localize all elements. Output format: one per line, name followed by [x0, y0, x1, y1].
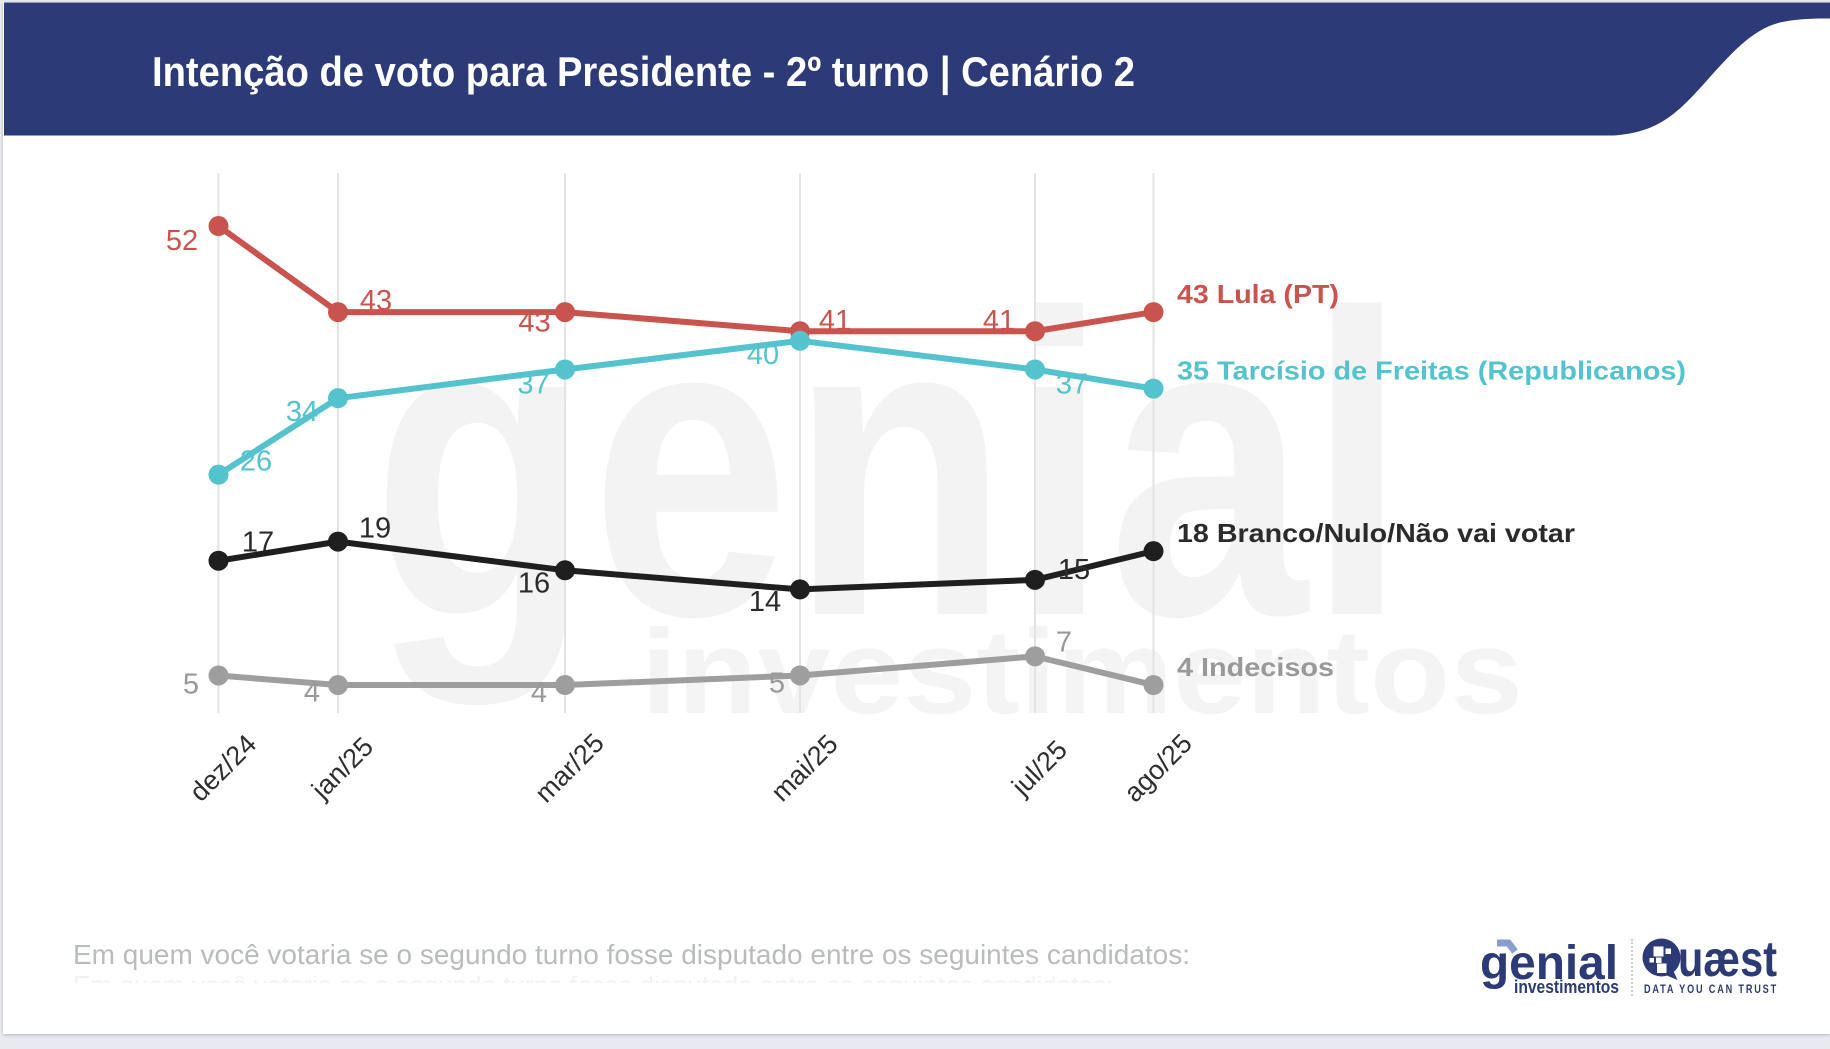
series-point-1-jan/25: [328, 388, 348, 409]
logo-divider: [1631, 939, 1633, 996]
series-point-2-ago/25: [1143, 541, 1164, 562]
value-label-0-mai/25: 41: [819, 305, 851, 337]
series-point-3-jan/25: [328, 675, 348, 696]
survey-question-clipped-text: Em quem você votaria se o segundo turno …: [73, 976, 1190, 983]
series-point-0-ago/25: [1143, 302, 1164, 323]
series-point-1-ago/25: [1143, 378, 1164, 399]
value-label-3-mar/25: 4: [531, 677, 547, 709]
x-axis-label-dez/24: dez/24: [184, 729, 263, 808]
slide-card: [3, 2, 1830, 1034]
value-label-2-jan/25: 19: [359, 513, 391, 545]
value-label-0-jul/25: 41: [983, 305, 1015, 337]
survey-question: Em quem você votaria se o segundo turno …: [73, 939, 1190, 970]
series-point-2-jan/25: [328, 531, 348, 552]
series-point-3-ago/25: [1143, 675, 1164, 696]
series-point-1-mai/25: [790, 330, 810, 351]
x-axis-label-jul/25: jul/25: [1005, 735, 1073, 803]
legend-0: 43 Lula (PT): [1177, 279, 1339, 309]
value-label-1-mar/25: 37: [517, 368, 549, 400]
x-axis-label-mar/25: mar/25: [529, 728, 610, 809]
value-label-1-jan/25: 34: [286, 396, 318, 428]
series-point-1-dez/24: [208, 464, 229, 485]
watermark-genial: genial: [372, 226, 1407, 706]
quaest-logo-tagline: DATA YOU CAN TRUST: [1644, 982, 1778, 996]
series-point-0-jul/25: [1025, 321, 1045, 342]
value-label-2-dez/24: 17: [242, 527, 274, 559]
value-label-2-mar/25: 16: [518, 567, 550, 599]
series-point-2-mai/25: [790, 579, 810, 600]
series-point-1-mar/25: [555, 359, 575, 380]
x-axis-label-mai/25: mai/25: [765, 729, 844, 808]
series-line-1: [215, 337, 1157, 478]
series-line-0: [215, 223, 1157, 335]
value-label-1-dez/24: 26: [240, 446, 272, 478]
legend-3: 4 Indecisos: [1177, 652, 1334, 682]
series-point-2-jul/25: [1025, 569, 1045, 590]
x-axis-label-ago/25: ago/25: [1118, 728, 1198, 808]
series-point-3-dez/24: [208, 665, 229, 686]
value-label-3-mai/25: 5: [769, 667, 785, 699]
value-label-2-jul/25: 15: [1058, 554, 1090, 586]
legend-2: 18 Branco/Nulo/Não vai votar: [1177, 518, 1575, 548]
legend-1: 35 Tarcísio de Freitas (Republicanos): [1177, 356, 1686, 386]
survey-question-clipped-line: Em quem você votaria se o segundo turno …: [73, 976, 1273, 983]
value-label-0-dez/24: 52: [166, 225, 198, 257]
value-label-0-mar/25: 43: [518, 307, 550, 339]
watermark-investimentos: investimentos: [641, 605, 1523, 739]
page-title: Intenção de voto para Presidente - 2º tu…: [152, 48, 1135, 95]
quaest-logo-text: uæst: [1678, 931, 1777, 987]
series-point-1-jul/25: [1025, 359, 1045, 380]
series-point-3-mar/25: [555, 675, 575, 696]
value-label-3-jan/25: 4: [304, 677, 320, 709]
value-label-3-dez/24: 5: [183, 668, 199, 700]
value-label-1-jul/25: 37: [1056, 368, 1088, 400]
series-point-3-mai/25: [790, 665, 810, 686]
header-banner: [4, 2, 1830, 136]
series-point-0-jan/25: [328, 302, 348, 323]
header-banner-shape: [4, 2, 1830, 136]
series-point-0-dez/24: [208, 216, 229, 237]
series-point-2-mar/25: [555, 560, 575, 581]
value-label-3-jul/25: 7: [1056, 626, 1072, 658]
x-axis-label-jan/25: jan/25: [305, 731, 379, 805]
series-point-3-jul/25: [1025, 646, 1045, 667]
series-point-0-mar/25: [555, 302, 575, 323]
series-line-2: [215, 538, 1157, 593]
value-label-1-mai/25: 40: [747, 339, 779, 371]
value-label-0-jan/25: 43: [360, 285, 392, 317]
series-point-2-dez/24: [208, 550, 229, 571]
value-label-2-mai/25: 14: [749, 586, 781, 618]
series-line-3: [215, 653, 1157, 689]
genial-logo-subtitle: investimentos: [1514, 977, 1619, 997]
